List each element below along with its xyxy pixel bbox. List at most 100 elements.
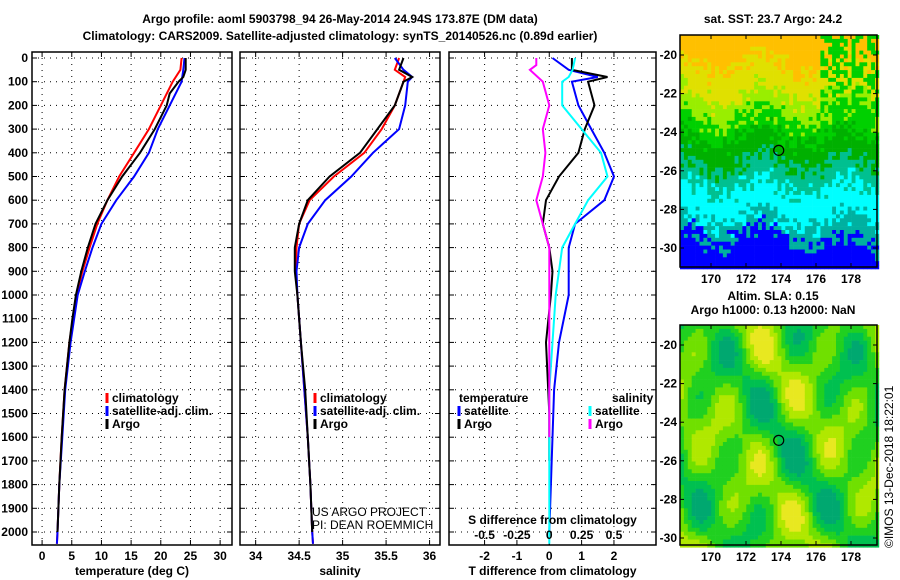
map-cell (851, 132, 856, 137)
map-cell (750, 465, 755, 470)
map-cell (746, 481, 751, 486)
map-cell (730, 442, 735, 447)
map-cell (773, 101, 778, 106)
map-cell (847, 159, 852, 164)
map-cell (738, 113, 743, 118)
map-cell (867, 237, 872, 242)
map-cell (754, 113, 759, 118)
map-cell (832, 194, 837, 200)
map-cell (863, 132, 868, 137)
map-cell (812, 159, 817, 164)
map-cell (816, 179, 821, 184)
map-cell (715, 496, 720, 501)
map-cell (777, 473, 782, 478)
map-cell (730, 179, 735, 184)
map-cell (719, 539, 724, 544)
map-cell (761, 449, 767, 454)
map-cell (800, 152, 806, 157)
map-cell (847, 136, 852, 141)
map-cell (781, 461, 786, 466)
map-cell (699, 101, 704, 106)
map-cell (695, 105, 700, 110)
map-cell (683, 210, 689, 215)
map-cell (722, 214, 728, 219)
map-cell (742, 113, 747, 118)
map-cell (773, 332, 778, 337)
map-cell (707, 187, 712, 192)
map-cell (777, 465, 782, 470)
map-cell (816, 66, 821, 71)
map-cell (742, 481, 747, 486)
map-cell (715, 163, 720, 168)
map-cell (691, 66, 696, 71)
map-cell (680, 406, 685, 412)
map-cell (789, 109, 794, 114)
map-cell (855, 38, 860, 44)
map-cell (816, 218, 821, 223)
map-cell (699, 70, 704, 75)
map-cell (703, 136, 708, 141)
map-cell (699, 124, 704, 129)
map-cell (765, 42, 770, 47)
map-cell (680, 457, 685, 462)
map-cell (855, 222, 860, 227)
map-cell (761, 140, 767, 145)
map-cell (726, 391, 731, 396)
map-cell (855, 136, 860, 141)
map-cell (863, 128, 868, 133)
map-cell (761, 261, 767, 266)
map-cell (843, 159, 848, 164)
map-cell (730, 360, 735, 365)
map-cell (859, 128, 864, 133)
map-cell (851, 175, 856, 180)
map-cell (800, 140, 806, 145)
map-cell (742, 414, 747, 419)
map-cell (742, 340, 747, 345)
map-cell (871, 128, 876, 133)
map-cell (797, 218, 802, 223)
map-cell (715, 167, 720, 172)
map-cell (754, 155, 759, 161)
map-cell (683, 179, 689, 184)
map-cell (754, 410, 759, 415)
map-cell (777, 179, 782, 184)
map-cell (855, 81, 860, 86)
map-cell (867, 233, 872, 239)
map-cell (746, 395, 751, 400)
map-cell (730, 62, 735, 67)
map-cell (765, 214, 770, 219)
map-cell (820, 155, 825, 161)
map-cell (699, 163, 704, 168)
map-cell (719, 403, 724, 408)
map-cell (738, 356, 743, 361)
map-cell (738, 364, 743, 369)
map-cell (800, 187, 806, 192)
map-cell (742, 449, 747, 454)
map-cell (715, 508, 720, 513)
map-cell (820, 159, 825, 164)
map-cell (707, 261, 712, 266)
map-cell (699, 42, 704, 47)
map-cell (699, 136, 704, 141)
map-cell (719, 163, 724, 168)
map-cell (773, 391, 778, 396)
map-cell (715, 527, 720, 532)
map-cell (734, 198, 739, 203)
map-cell (847, 210, 852, 215)
map-cell (730, 261, 735, 266)
map-cell (851, 191, 856, 196)
map-cell (777, 442, 782, 447)
map-cell (828, 101, 833, 106)
map-cell (715, 81, 720, 86)
map-cell (773, 387, 778, 392)
map-cell (687, 500, 692, 505)
map-cell (839, 105, 845, 110)
map-cell (746, 371, 751, 376)
map-cell (711, 360, 716, 365)
map-cell (699, 445, 704, 451)
map-cell (750, 62, 755, 67)
map-cell (730, 414, 735, 419)
map-cell (843, 155, 848, 161)
map-cell (680, 325, 685, 330)
map-cell (734, 488, 739, 493)
